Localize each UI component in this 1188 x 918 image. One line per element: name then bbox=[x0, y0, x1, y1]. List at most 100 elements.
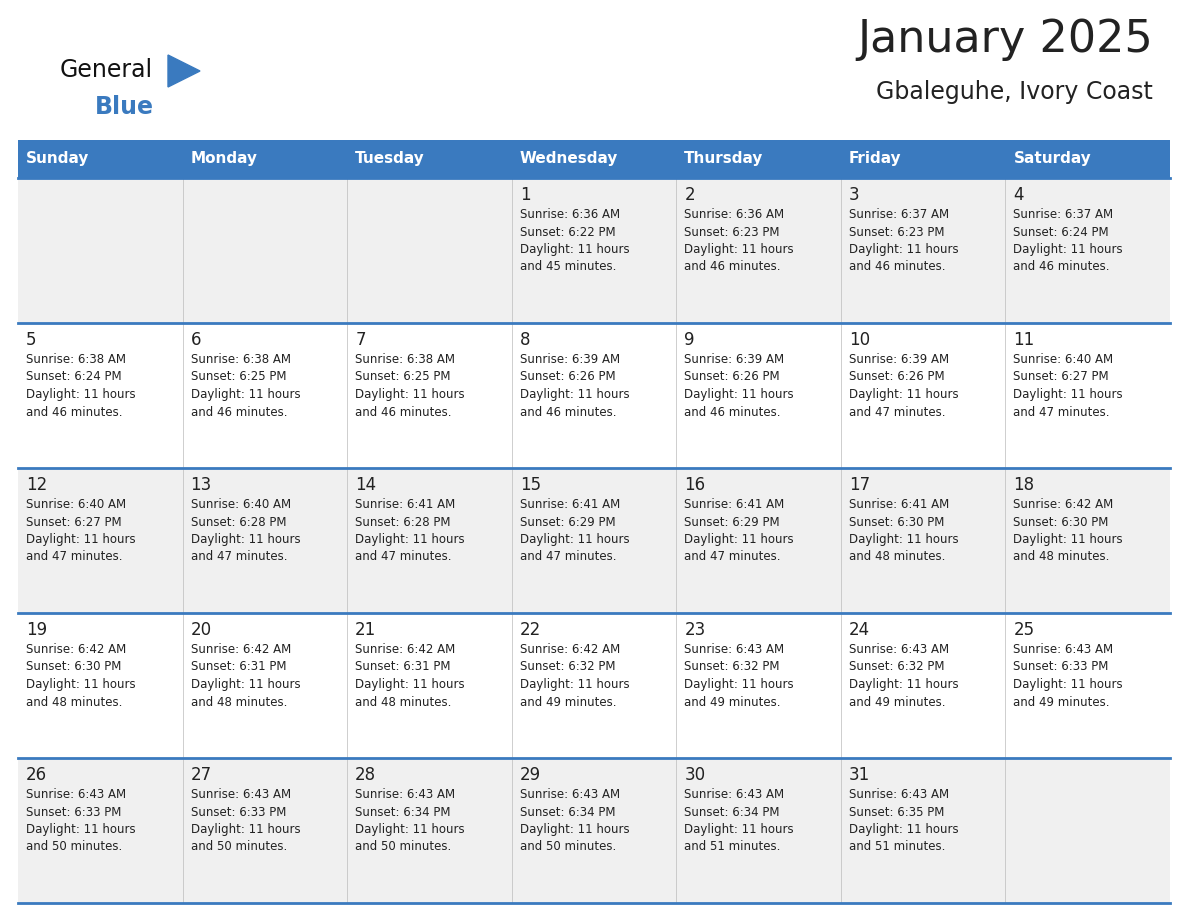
Text: 9: 9 bbox=[684, 331, 695, 349]
Bar bbox=[676, 468, 841, 613]
Text: Sunrise: 6:43 AM
Sunset: 6:34 PM
Daylight: 11 hours
and 51 minutes.: Sunrise: 6:43 AM Sunset: 6:34 PM Dayligh… bbox=[684, 788, 794, 854]
Text: Monday: Monday bbox=[190, 151, 258, 166]
Bar bbox=[18, 758, 183, 903]
Bar bbox=[676, 178, 841, 323]
Text: Sunrise: 6:37 AM
Sunset: 6:24 PM
Daylight: 11 hours
and 46 minutes.: Sunrise: 6:37 AM Sunset: 6:24 PM Dayligh… bbox=[1013, 208, 1123, 274]
Text: Sunrise: 6:42 AM
Sunset: 6:31 PM
Daylight: 11 hours
and 48 minutes.: Sunrise: 6:42 AM Sunset: 6:31 PM Dayligh… bbox=[190, 643, 301, 709]
Text: Sunrise: 6:41 AM
Sunset: 6:29 PM
Daylight: 11 hours
and 47 minutes.: Sunrise: 6:41 AM Sunset: 6:29 PM Dayligh… bbox=[519, 498, 630, 564]
Text: Wednesday: Wednesday bbox=[519, 151, 618, 166]
Text: 18: 18 bbox=[1013, 476, 1035, 494]
Text: Sunrise: 6:37 AM
Sunset: 6:23 PM
Daylight: 11 hours
and 46 minutes.: Sunrise: 6:37 AM Sunset: 6:23 PM Dayligh… bbox=[849, 208, 959, 274]
Text: 26: 26 bbox=[26, 766, 48, 784]
Bar bbox=[512, 178, 676, 323]
Bar bbox=[347, 613, 512, 758]
Bar bbox=[841, 323, 1005, 468]
Text: 30: 30 bbox=[684, 766, 706, 784]
Bar bbox=[18, 178, 183, 323]
Bar bbox=[841, 758, 1005, 903]
Text: Sunrise: 6:39 AM
Sunset: 6:26 PM
Daylight: 11 hours
and 46 minutes.: Sunrise: 6:39 AM Sunset: 6:26 PM Dayligh… bbox=[519, 353, 630, 419]
Text: Gbaleguhe, Ivory Coast: Gbaleguhe, Ivory Coast bbox=[876, 80, 1154, 104]
Bar bbox=[183, 178, 347, 323]
Bar bbox=[347, 140, 512, 178]
Text: Sunrise: 6:42 AM
Sunset: 6:30 PM
Daylight: 11 hours
and 48 minutes.: Sunrise: 6:42 AM Sunset: 6:30 PM Dayligh… bbox=[26, 643, 135, 709]
Text: Sunday: Sunday bbox=[26, 151, 89, 166]
Text: 29: 29 bbox=[519, 766, 541, 784]
Text: Sunrise: 6:39 AM
Sunset: 6:26 PM
Daylight: 11 hours
and 46 minutes.: Sunrise: 6:39 AM Sunset: 6:26 PM Dayligh… bbox=[684, 353, 794, 419]
Text: Sunrise: 6:41 AM
Sunset: 6:29 PM
Daylight: 11 hours
and 47 minutes.: Sunrise: 6:41 AM Sunset: 6:29 PM Dayligh… bbox=[684, 498, 794, 564]
Text: 27: 27 bbox=[190, 766, 211, 784]
Text: Friday: Friday bbox=[849, 151, 902, 166]
Text: 13: 13 bbox=[190, 476, 211, 494]
Text: 8: 8 bbox=[519, 331, 530, 349]
Text: 14: 14 bbox=[355, 476, 377, 494]
Text: 15: 15 bbox=[519, 476, 541, 494]
Text: Sunrise: 6:36 AM
Sunset: 6:22 PM
Daylight: 11 hours
and 45 minutes.: Sunrise: 6:36 AM Sunset: 6:22 PM Dayligh… bbox=[519, 208, 630, 274]
Text: 17: 17 bbox=[849, 476, 870, 494]
Text: Sunrise: 6:43 AM
Sunset: 6:34 PM
Daylight: 11 hours
and 50 minutes.: Sunrise: 6:43 AM Sunset: 6:34 PM Dayligh… bbox=[355, 788, 465, 854]
Text: 4: 4 bbox=[1013, 186, 1024, 204]
Text: 10: 10 bbox=[849, 331, 870, 349]
Text: 3: 3 bbox=[849, 186, 859, 204]
Text: 24: 24 bbox=[849, 621, 870, 639]
Bar bbox=[676, 323, 841, 468]
Text: Tuesday: Tuesday bbox=[355, 151, 425, 166]
Text: 6: 6 bbox=[190, 331, 201, 349]
Text: Sunrise: 6:39 AM
Sunset: 6:26 PM
Daylight: 11 hours
and 47 minutes.: Sunrise: 6:39 AM Sunset: 6:26 PM Dayligh… bbox=[849, 353, 959, 419]
Bar bbox=[512, 758, 676, 903]
Text: Thursday: Thursday bbox=[684, 151, 764, 166]
Text: Sunrise: 6:41 AM
Sunset: 6:30 PM
Daylight: 11 hours
and 48 minutes.: Sunrise: 6:41 AM Sunset: 6:30 PM Dayligh… bbox=[849, 498, 959, 564]
Bar bbox=[183, 140, 347, 178]
Bar bbox=[841, 178, 1005, 323]
Bar bbox=[183, 468, 347, 613]
Text: Sunrise: 6:40 AM
Sunset: 6:27 PM
Daylight: 11 hours
and 47 minutes.: Sunrise: 6:40 AM Sunset: 6:27 PM Dayligh… bbox=[26, 498, 135, 564]
Text: Sunrise: 6:43 AM
Sunset: 6:32 PM
Daylight: 11 hours
and 49 minutes.: Sunrise: 6:43 AM Sunset: 6:32 PM Dayligh… bbox=[849, 643, 959, 709]
Text: 21: 21 bbox=[355, 621, 377, 639]
Text: 22: 22 bbox=[519, 621, 541, 639]
Bar bbox=[1005, 178, 1170, 323]
Bar bbox=[1005, 613, 1170, 758]
Text: Blue: Blue bbox=[95, 95, 154, 119]
Text: Sunrise: 6:41 AM
Sunset: 6:28 PM
Daylight: 11 hours
and 47 minutes.: Sunrise: 6:41 AM Sunset: 6:28 PM Dayligh… bbox=[355, 498, 465, 564]
Bar bbox=[676, 758, 841, 903]
Bar bbox=[347, 323, 512, 468]
Polygon shape bbox=[168, 55, 200, 87]
Text: Sunrise: 6:43 AM
Sunset: 6:33 PM
Daylight: 11 hours
and 50 minutes.: Sunrise: 6:43 AM Sunset: 6:33 PM Dayligh… bbox=[190, 788, 301, 854]
Text: 12: 12 bbox=[26, 476, 48, 494]
Bar bbox=[347, 178, 512, 323]
Text: 2: 2 bbox=[684, 186, 695, 204]
Bar bbox=[512, 323, 676, 468]
Text: 7: 7 bbox=[355, 331, 366, 349]
Bar bbox=[347, 758, 512, 903]
Bar bbox=[1005, 758, 1170, 903]
Bar bbox=[1005, 468, 1170, 613]
Text: 5: 5 bbox=[26, 331, 37, 349]
Text: Sunrise: 6:42 AM
Sunset: 6:32 PM
Daylight: 11 hours
and 49 minutes.: Sunrise: 6:42 AM Sunset: 6:32 PM Dayligh… bbox=[519, 643, 630, 709]
Bar bbox=[512, 468, 676, 613]
Text: Sunrise: 6:38 AM
Sunset: 6:24 PM
Daylight: 11 hours
and 46 minutes.: Sunrise: 6:38 AM Sunset: 6:24 PM Dayligh… bbox=[26, 353, 135, 419]
Text: 1: 1 bbox=[519, 186, 530, 204]
Text: Sunrise: 6:42 AM
Sunset: 6:30 PM
Daylight: 11 hours
and 48 minutes.: Sunrise: 6:42 AM Sunset: 6:30 PM Dayligh… bbox=[1013, 498, 1123, 564]
Bar bbox=[183, 323, 347, 468]
Bar bbox=[512, 140, 676, 178]
Text: 31: 31 bbox=[849, 766, 870, 784]
Text: Sunrise: 6:43 AM
Sunset: 6:33 PM
Daylight: 11 hours
and 50 minutes.: Sunrise: 6:43 AM Sunset: 6:33 PM Dayligh… bbox=[26, 788, 135, 854]
Text: Sunrise: 6:43 AM
Sunset: 6:35 PM
Daylight: 11 hours
and 51 minutes.: Sunrise: 6:43 AM Sunset: 6:35 PM Dayligh… bbox=[849, 788, 959, 854]
Text: General: General bbox=[61, 58, 153, 82]
Bar bbox=[18, 140, 183, 178]
Text: Sunrise: 6:38 AM
Sunset: 6:25 PM
Daylight: 11 hours
and 46 minutes.: Sunrise: 6:38 AM Sunset: 6:25 PM Dayligh… bbox=[355, 353, 465, 419]
Text: Sunrise: 6:36 AM
Sunset: 6:23 PM
Daylight: 11 hours
and 46 minutes.: Sunrise: 6:36 AM Sunset: 6:23 PM Dayligh… bbox=[684, 208, 794, 274]
Text: 20: 20 bbox=[190, 621, 211, 639]
Bar bbox=[183, 613, 347, 758]
Bar bbox=[676, 613, 841, 758]
Text: Sunrise: 6:43 AM
Sunset: 6:33 PM
Daylight: 11 hours
and 49 minutes.: Sunrise: 6:43 AM Sunset: 6:33 PM Dayligh… bbox=[1013, 643, 1123, 709]
Text: 16: 16 bbox=[684, 476, 706, 494]
Text: Sunrise: 6:38 AM
Sunset: 6:25 PM
Daylight: 11 hours
and 46 minutes.: Sunrise: 6:38 AM Sunset: 6:25 PM Dayligh… bbox=[190, 353, 301, 419]
Bar bbox=[1005, 140, 1170, 178]
Bar bbox=[841, 468, 1005, 613]
Bar bbox=[1005, 323, 1170, 468]
Bar bbox=[183, 758, 347, 903]
Bar bbox=[18, 468, 183, 613]
Bar bbox=[347, 468, 512, 613]
Text: 19: 19 bbox=[26, 621, 48, 639]
Text: 28: 28 bbox=[355, 766, 377, 784]
